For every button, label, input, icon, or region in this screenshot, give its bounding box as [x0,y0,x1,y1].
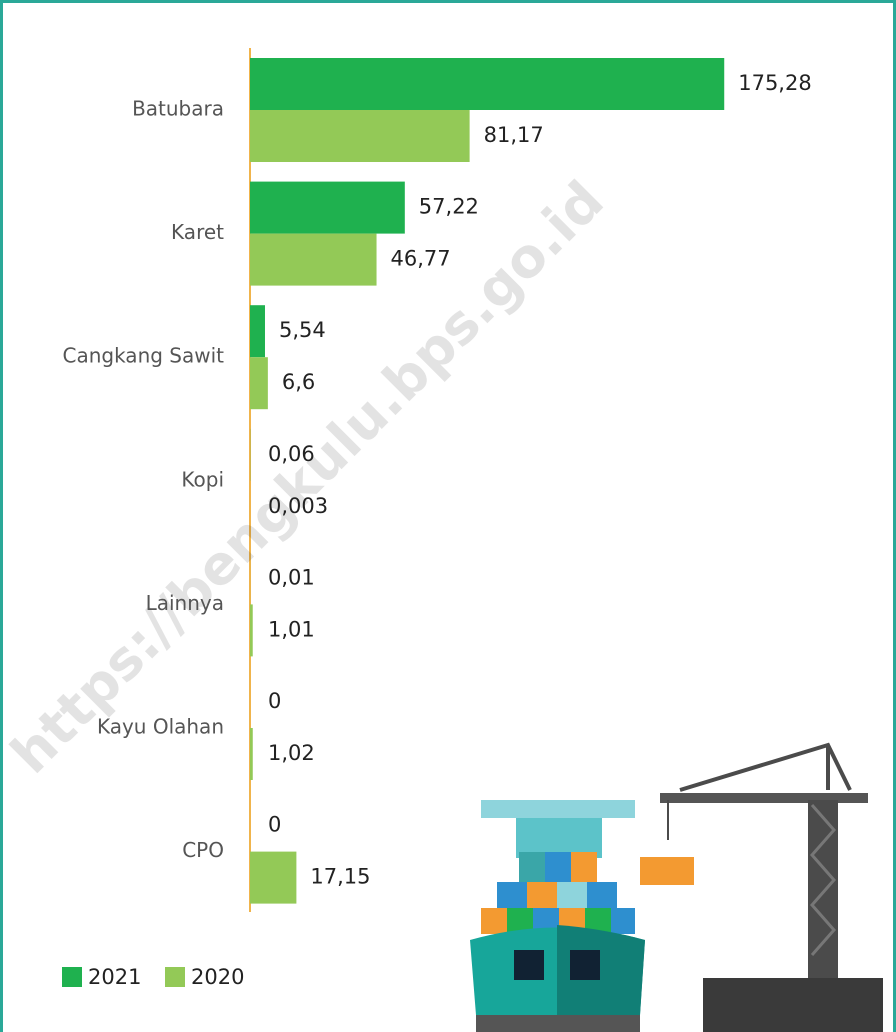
bar [250,181,405,234]
value-label: 0 [268,689,281,713]
value-label: 1,01 [268,617,315,641]
legend-label: 2020 [191,965,244,989]
bar [250,604,253,657]
value-label: 46,77 [391,247,451,271]
value-label: 6,6 [282,370,315,394]
legend-swatch [165,967,185,987]
bar [250,233,377,286]
category-label: Lainnya [146,591,224,615]
bar [250,357,268,410]
value-label: 0,003 [268,494,328,518]
bar [250,110,470,162]
bar [250,58,725,110]
value-label: 5,54 [279,318,326,342]
legend-swatch [62,967,82,987]
value-label: 17,15 [310,865,370,889]
category-label: Batubara [132,97,224,121]
category-label: CPO [182,838,224,862]
category-label: Cangkang Sawit [62,344,224,368]
legend-label: 2021 [88,965,141,989]
value-label: 57,22 [419,195,479,219]
value-label: 175,28 [738,71,811,95]
value-label: 0,06 [268,442,315,466]
category-label: Kayu Olahan [97,715,224,739]
bar [250,728,253,780]
value-label: 0 [268,813,281,837]
bar [250,851,297,904]
value-label: 1,02 [268,741,315,765]
category-label: Karet [171,220,224,244]
illustration [470,742,883,1032]
bar [250,305,265,358]
value-label: 81,17 [484,123,544,147]
value-label: 0,01 [268,565,315,589]
category-label: Kopi [181,467,224,491]
